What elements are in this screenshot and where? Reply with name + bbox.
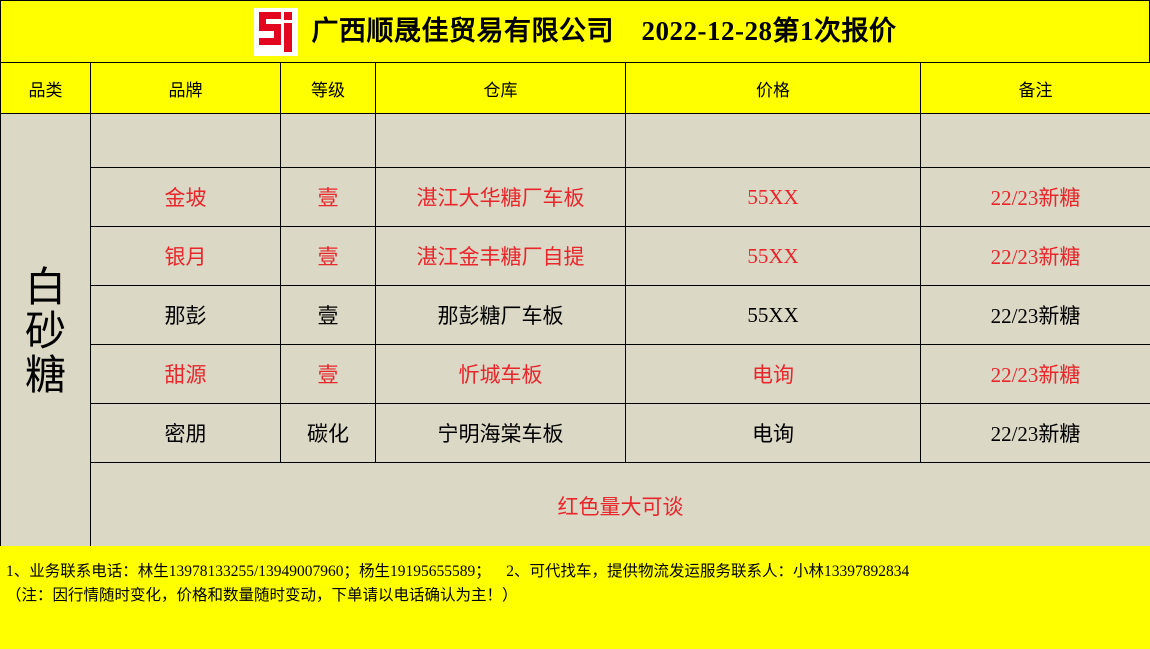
cell-brand: 那彭 bbox=[90, 285, 281, 345]
cell-grade: 碳化 bbox=[280, 403, 376, 463]
category-char-3: 糖 bbox=[25, 352, 66, 399]
category-cell: 白 砂 糖 bbox=[0, 113, 91, 549]
cell-price bbox=[625, 113, 921, 168]
footer-line-contacts: 1、业务联系电话：林生13978133255/13949007960；杨生191… bbox=[6, 563, 910, 580]
cell-brand: 密朋 bbox=[90, 403, 281, 463]
table-row: 金坡 壹 湛江大华糖厂车板 55XX 22/23新糖 bbox=[1, 167, 1150, 227]
cell-remark: 22/23新糖 bbox=[920, 226, 1150, 286]
cell-price: 电询 bbox=[625, 403, 921, 463]
column-header-price: 价格 bbox=[625, 62, 921, 114]
column-header-brand: 品牌 bbox=[90, 62, 281, 114]
table-row: 银月 壹 湛江金丰糖厂自提 55XX 22/23新糖 bbox=[1, 226, 1150, 286]
cell-remark bbox=[920, 113, 1150, 168]
cell-brand bbox=[90, 113, 281, 168]
cell-brand: 金坡 bbox=[90, 167, 281, 227]
cell-warehouse: 宁明海棠车板 bbox=[375, 403, 626, 463]
cell-grade: 壹 bbox=[280, 344, 376, 404]
cell-grade bbox=[280, 113, 376, 168]
cell-warehouse: 湛江大华糖厂车板 bbox=[375, 167, 626, 227]
cell-remark: 22/23新糖 bbox=[920, 403, 1150, 463]
cell-price: 55XX bbox=[625, 285, 921, 345]
cell-price: 55XX bbox=[625, 226, 921, 286]
column-header-warehouse: 仓库 bbox=[375, 62, 626, 114]
cell-price: 电询 bbox=[625, 344, 921, 404]
column-header-remark: 备注 bbox=[920, 62, 1150, 114]
cell-grade: 壹 bbox=[280, 226, 376, 286]
shunshengjia-logo-icon bbox=[258, 11, 292, 52]
cell-remark: 22/23新糖 bbox=[920, 285, 1150, 345]
category-char-2: 砂 bbox=[25, 307, 66, 354]
price-table: 品类 品牌 等级 仓库 价格 备注 白 砂 糖 bbox=[0, 62, 1150, 549]
cell-remark: 22/23新糖 bbox=[920, 167, 1150, 227]
table-row: 甜源 壹 忻城车板 电询 22/23新糖 bbox=[1, 344, 1150, 404]
page-title: 广西顺晟佳贸易有限公司 2022-12-28第1次报价 bbox=[311, 16, 897, 46]
cell-price: 55XX bbox=[625, 167, 921, 227]
footer-contact-band: 1、业务联系电话：林生13978133255/13949007960；杨生191… bbox=[0, 546, 1150, 649]
cell-brand: 甜源 bbox=[90, 344, 281, 404]
table-header-row: 品类 品牌 等级 仓库 价格 备注 bbox=[0, 62, 1150, 114]
cell-warehouse: 忻城车板 bbox=[375, 344, 626, 404]
cell-brand: 银月 bbox=[90, 226, 281, 286]
column-header-category: 品类 bbox=[0, 62, 91, 114]
cell-warehouse: 湛江金丰糖厂自提 bbox=[375, 226, 626, 286]
cell-grade: 壹 bbox=[280, 167, 376, 227]
table-note-row: 红色量大可谈 bbox=[1, 462, 1150, 549]
table-row: 密朋 碳化 宁明海棠车板 电询 22/23新糖 bbox=[1, 403, 1150, 463]
company-logo bbox=[253, 7, 298, 56]
table-row: 那彭 壹 那彭糖厂车板 55XX 22/23新糖 bbox=[1, 285, 1150, 345]
footer-line-disclaimer: （注：因行情随时变化，价格和数量随时变动，下单请以电话确认为主！） bbox=[6, 587, 518, 605]
table-note-text: 红色量大可谈 bbox=[90, 462, 1150, 549]
cell-warehouse: 那彭糖厂车板 bbox=[375, 285, 626, 345]
cell-warehouse bbox=[375, 113, 626, 168]
cell-grade: 壹 bbox=[280, 285, 376, 345]
cell-remark: 22/23新糖 bbox=[920, 344, 1150, 404]
category-char-1: 白 bbox=[25, 263, 66, 310]
column-header-grade: 等级 bbox=[280, 62, 376, 114]
table-row: 白 砂 糖 bbox=[0, 113, 1150, 549]
title-band: 广西顺晟佳贸易有限公司 2022-12-28第1次报价 bbox=[0, 0, 1150, 62]
